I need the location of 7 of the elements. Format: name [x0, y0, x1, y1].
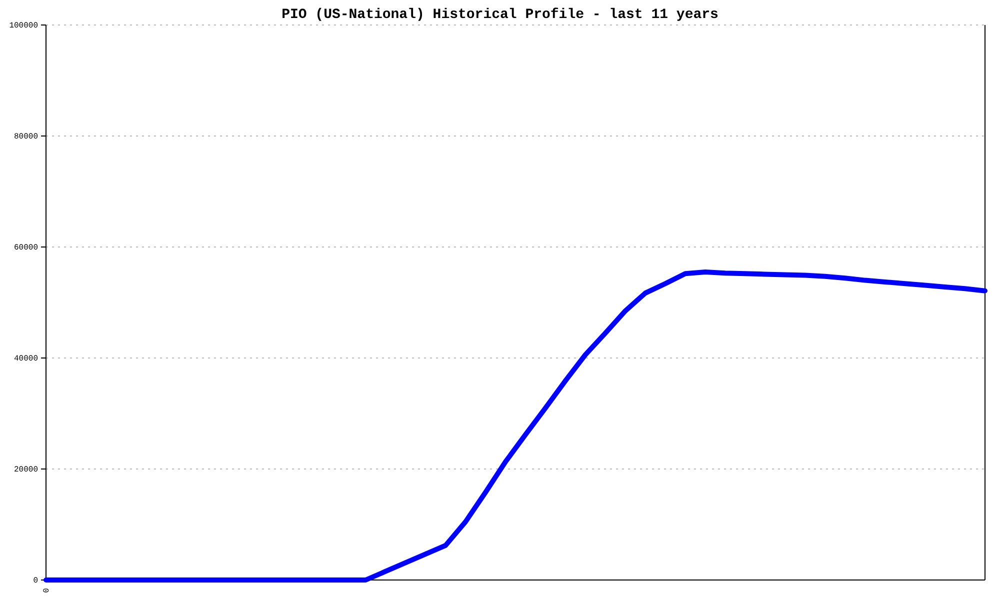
- y-tick-label: 40000: [14, 354, 38, 364]
- y-tick-label: 100000: [9, 22, 38, 31]
- y-tick-label: 60000: [14, 244, 38, 253]
- y-tick-label: 0: [33, 576, 38, 586]
- chart-title: PIO (US-National) Historical Profile - last 11 years: [282, 7, 718, 23]
- y-tick-label: 80000: [14, 132, 38, 142]
- y-tick-label: 20000: [14, 466, 38, 475]
